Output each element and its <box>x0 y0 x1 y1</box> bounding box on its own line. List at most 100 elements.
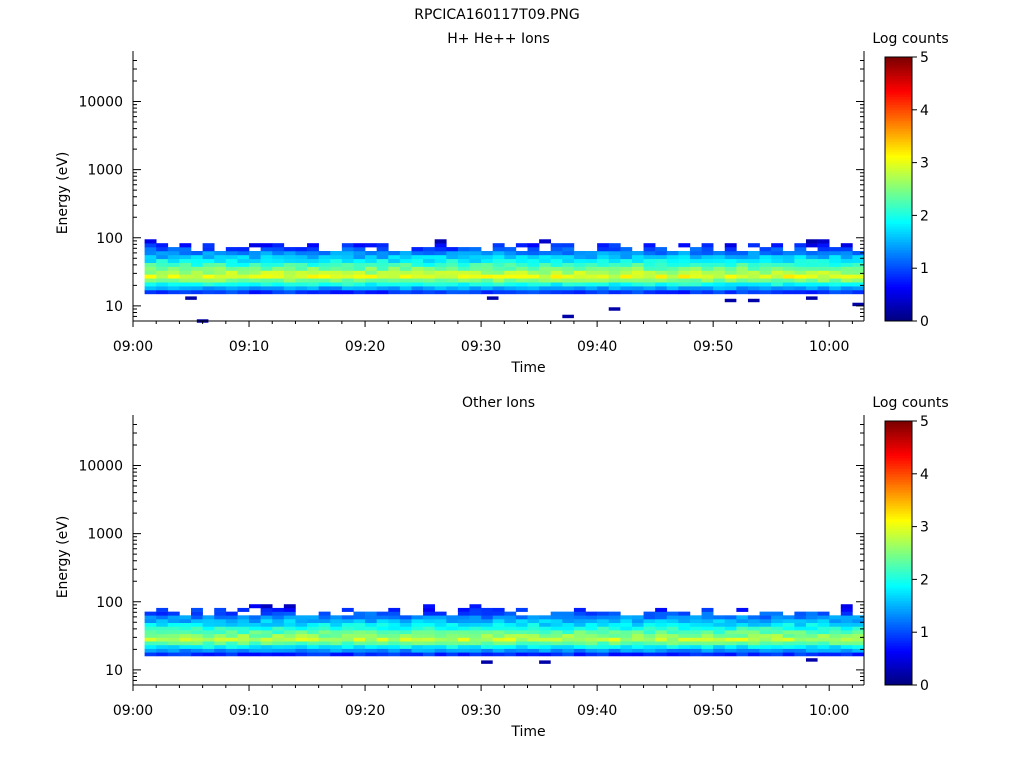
spectrogram-cell <box>376 250 389 256</box>
spectrogram-cell <box>272 644 285 649</box>
spectrogram-cell <box>492 652 505 657</box>
spectrogram-cell <box>771 258 784 263</box>
spectrogram-cell <box>202 622 215 627</box>
spectrogram-cell <box>341 648 354 653</box>
spectrogram-cell <box>144 282 157 287</box>
spectrogram-cell <box>249 633 261 638</box>
spectrogram-cell <box>504 622 517 627</box>
spectrogram-cell <box>840 644 853 649</box>
spectrogram-cell <box>423 604 435 609</box>
spectrogram-cell <box>457 289 470 295</box>
spectrogram-cell <box>539 633 552 638</box>
spectrogram-cell <box>330 641 343 646</box>
colorbar-segment <box>885 603 912 607</box>
spectrogram-cell <box>446 282 459 287</box>
spectrogram-cell <box>585 274 598 279</box>
spectrogram-cell <box>260 262 273 267</box>
spectrogram-cell <box>805 243 818 248</box>
spectrogram-cell <box>237 652 250 657</box>
colorbar-segment <box>885 423 912 427</box>
spectrogram-cell <box>562 243 575 248</box>
spectrogram-cell <box>272 274 285 279</box>
spectrogram-cell <box>724 247 737 252</box>
spectrogram-cell <box>434 611 447 616</box>
spectrogram-cell <box>747 282 760 287</box>
spectrogram-cell <box>597 652 610 657</box>
spectrogram-cell <box>527 243 540 248</box>
spectrogram-cell <box>794 270 807 275</box>
spectrogram-cell <box>144 619 157 624</box>
colorbar-segment <box>885 178 912 182</box>
spectrogram-cell <box>330 270 343 275</box>
spectrogram-cell <box>562 626 575 631</box>
spectrogram-cell <box>353 270 366 275</box>
spectrogram-cell <box>283 274 296 279</box>
colorbar-segment <box>885 508 912 512</box>
spectrogram-cell <box>852 274 865 279</box>
spectrogram-cell <box>423 282 435 287</box>
spectrogram-cell <box>678 250 691 256</box>
spectrogram-cell <box>527 648 540 653</box>
spectrogram-cell <box>249 652 261 657</box>
spectrogram-cell <box>481 626 493 631</box>
spectrogram-cell <box>550 630 563 635</box>
spectrogram-cell <box>202 630 215 635</box>
spectrogram-cell <box>341 254 354 260</box>
spectrogram-cell <box>678 243 691 248</box>
spectrogram-cell <box>260 615 273 620</box>
spectrogram-cell <box>423 247 435 252</box>
spectrogram-cell <box>318 270 331 275</box>
spectrogram-cell <box>585 652 598 657</box>
spectrogram-cell <box>840 615 853 620</box>
x-tick-label: 09:30 <box>461 703 501 719</box>
spectrogram-cell <box>388 262 401 267</box>
colorbar-segment <box>885 210 912 214</box>
spectrogram-cell <box>156 626 169 631</box>
spectrogram-cell <box>434 270 447 275</box>
spectrogram-cell <box>689 615 702 620</box>
spectrogram-cell <box>736 633 749 638</box>
spectrogram-cell <box>457 254 470 260</box>
spectrogram-cell <box>631 633 644 638</box>
spectrogram-cell <box>469 622 482 627</box>
colorbar-segment <box>885 244 912 248</box>
spectrogram-cell <box>805 637 818 642</box>
spectrogram-cell <box>249 637 261 642</box>
spectrogram-cell <box>388 648 401 653</box>
spectrogram-cell <box>550 270 563 275</box>
colorbar-segment <box>885 123 912 127</box>
spectrogram-cell <box>341 247 354 252</box>
spectrogram-cell <box>388 250 401 256</box>
spectrogram-cell <box>666 278 679 283</box>
spectrogram-cell <box>747 266 760 271</box>
spectrogram-cell <box>179 266 192 271</box>
spectrogram-cell <box>771 289 784 295</box>
colorbar-segment <box>885 173 912 177</box>
spectrogram-cell <box>840 604 853 609</box>
spectrogram-cell <box>771 633 784 638</box>
spectrogram-cell <box>724 274 737 279</box>
sparse-count-cell <box>539 660 551 664</box>
spectrogram-cell <box>225 611 238 616</box>
spectrogram-cell <box>562 615 575 620</box>
colorbar-segment <box>885 479 912 483</box>
spectrogram-cell <box>608 619 621 624</box>
spectrogram-cell <box>388 254 401 260</box>
spectrogram-cell <box>295 282 308 287</box>
colorbar-segment <box>885 136 912 140</box>
spectrogram-cell <box>191 282 203 287</box>
spectrogram-cell <box>840 270 853 275</box>
spectrogram-cell <box>527 270 540 275</box>
spectrogram-cell <box>469 270 482 275</box>
spectrogram-cell <box>341 282 354 287</box>
spectrogram-cell <box>724 644 737 649</box>
spectrogram-cell <box>167 282 180 287</box>
spectrogram-cell <box>307 262 319 267</box>
spectrogram-cell <box>666 619 679 624</box>
spectrogram-cell <box>144 278 157 283</box>
spectrogram-cell <box>550 644 563 649</box>
spectrogram-cell <box>191 619 203 624</box>
colorbar-segment <box>885 157 912 161</box>
spectrogram-cell <box>852 282 865 287</box>
spectrogram-cell <box>156 254 169 260</box>
